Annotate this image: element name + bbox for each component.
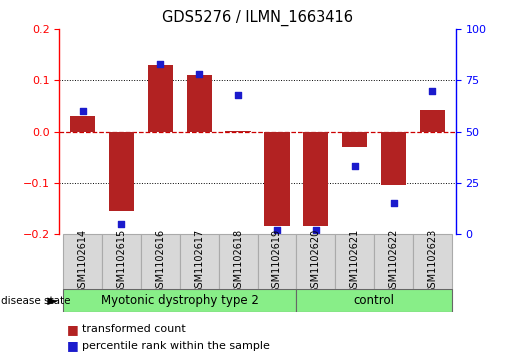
Bar — [420, 110, 445, 131]
Bar — [70, 116, 95, 131]
Point — [428, 87, 437, 93]
Point — [351, 164, 359, 170]
Text: GSM1102618: GSM1102618 — [233, 229, 243, 294]
Bar — [413, 234, 452, 289]
Bar — [264, 131, 289, 227]
Text: ■: ■ — [67, 323, 79, 336]
Point — [156, 61, 164, 67]
Bar — [342, 131, 367, 147]
Title: GDS5276 / ILMN_1663416: GDS5276 / ILMN_1663416 — [162, 10, 353, 26]
Bar — [186, 75, 212, 131]
Point — [273, 227, 281, 233]
Point — [312, 227, 320, 233]
Point — [117, 221, 126, 227]
Text: GSM1102622: GSM1102622 — [389, 229, 399, 294]
Bar — [63, 289, 296, 312]
Bar — [374, 234, 413, 289]
Bar — [381, 131, 406, 185]
Text: GSM1102617: GSM1102617 — [194, 229, 204, 294]
Text: disease state: disease state — [1, 295, 71, 306]
Bar — [258, 234, 296, 289]
Bar — [180, 234, 219, 289]
Text: GSM1102616: GSM1102616 — [156, 229, 165, 294]
Point — [78, 108, 87, 114]
Point — [389, 200, 398, 206]
Point — [195, 71, 203, 77]
Bar — [335, 234, 374, 289]
Bar — [303, 131, 329, 227]
Bar — [296, 234, 335, 289]
Bar — [109, 131, 134, 211]
Bar — [141, 234, 180, 289]
Bar — [148, 65, 173, 131]
Bar — [219, 234, 258, 289]
Text: GSM1102615: GSM1102615 — [116, 229, 126, 294]
Text: GSM1102620: GSM1102620 — [311, 229, 321, 294]
Text: GSM1102619: GSM1102619 — [272, 229, 282, 294]
Text: ■: ■ — [67, 339, 79, 352]
Text: GSM1102621: GSM1102621 — [350, 229, 359, 294]
Text: control: control — [354, 294, 394, 307]
Text: Myotonic dystrophy type 2: Myotonic dystrophy type 2 — [101, 294, 259, 307]
Text: percentile rank within the sample: percentile rank within the sample — [82, 340, 270, 351]
Bar — [102, 234, 141, 289]
Point — [234, 92, 242, 98]
Bar — [296, 289, 452, 312]
Bar — [63, 234, 102, 289]
Polygon shape — [47, 298, 58, 305]
Text: GSM1102623: GSM1102623 — [427, 229, 437, 294]
Text: GSM1102614: GSM1102614 — [78, 229, 88, 294]
Text: transformed count: transformed count — [82, 324, 186, 334]
